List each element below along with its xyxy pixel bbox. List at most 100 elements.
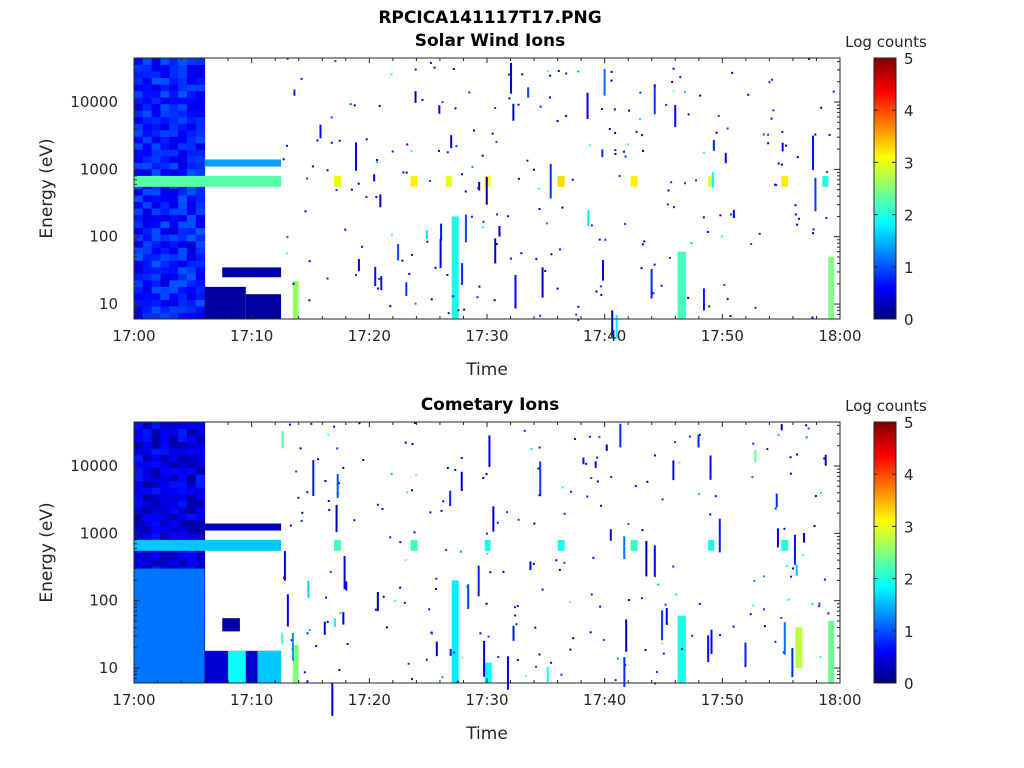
data-speck (290, 639, 293, 642)
spectrogram-cell (134, 221, 144, 229)
spectrogram-cell (134, 532, 144, 540)
data-speck (435, 577, 438, 580)
spectrogram-cell (195, 312, 206, 320)
spectrogram-cell (186, 467, 197, 475)
spectrogram-cell (178, 90, 188, 98)
spectrogram-cell (195, 435, 206, 443)
spectrogram-cell (195, 247, 206, 255)
spectrogram-cell (186, 162, 197, 170)
spectrogram-cell (134, 84, 144, 92)
data-speck (675, 593, 678, 596)
spectrogram-cell (160, 208, 170, 216)
spectrogram-feature (222, 618, 240, 632)
data-speck (774, 640, 777, 643)
spectrogram-cell (186, 253, 197, 261)
data-speck (795, 453, 798, 456)
data-speck (575, 313, 578, 316)
spectrogram-cell (151, 493, 161, 501)
spectrogram-cell (169, 559, 179, 567)
spectrogram-cell (160, 240, 170, 248)
y-tick-label: 1000 (80, 524, 118, 542)
figure-title: RPCICA141117T17.PNG (378, 8, 602, 28)
data-speck (338, 139, 341, 142)
data-speck (768, 81, 771, 84)
spectrogram-cell (195, 136, 206, 144)
spectrogram-cell (195, 552, 206, 560)
spectrogram-cell (151, 299, 161, 307)
spectrogram-feature (204, 286, 246, 319)
spectrogram-cell (169, 84, 179, 92)
spectrogram-cell (134, 480, 144, 488)
spectrogram-cell (151, 519, 161, 527)
data-speck (345, 581, 348, 591)
spectrogram-cell (160, 454, 170, 462)
spectrogram-cell (142, 312, 153, 320)
spectrogram-cell (134, 441, 144, 449)
spectrogram-cell (134, 247, 144, 255)
data-speck (792, 567, 795, 570)
data-speck (483, 640, 486, 677)
spectrogram-cell (160, 168, 170, 176)
data-speck (449, 648, 452, 656)
x-axis-label: Time (465, 360, 508, 380)
spectrogram-cell (186, 506, 197, 514)
spectrogram-feature (451, 216, 459, 319)
spectrogram-cell (186, 110, 197, 118)
data-speck (641, 243, 644, 246)
data-speck (590, 476, 593, 479)
spectrogram-cell (142, 532, 153, 540)
spectrogram-cell (142, 279, 153, 287)
spectrogram-cell (142, 64, 153, 72)
spectrogram-cell (134, 116, 144, 124)
spectrogram-cell (134, 559, 144, 567)
data-speck (376, 158, 379, 161)
data-speck (457, 309, 460, 312)
data-speck (349, 103, 352, 106)
spectrogram-cell (151, 84, 161, 92)
spectrogram-cell (186, 201, 197, 209)
spectrogram-cell (160, 103, 170, 111)
data-speck (726, 127, 729, 130)
spectrogram-cell (178, 116, 188, 124)
spectrogram-cell (186, 149, 197, 157)
spectrogram-cell (195, 532, 206, 540)
spectrogram-cell (186, 208, 197, 216)
spectrogram-cell (178, 227, 188, 235)
spectrogram-cell (134, 461, 144, 469)
spectrogram-cell (169, 279, 179, 287)
data-speck (507, 215, 510, 218)
x-tick-label: 17:50 (701, 327, 744, 345)
spectrogram-cell (169, 90, 179, 98)
spectrogram-cell (142, 168, 153, 176)
data-speck (614, 132, 617, 135)
spectrogram-cell (178, 286, 188, 294)
data-speck (780, 163, 783, 166)
spectrogram-cell (151, 513, 161, 521)
y-axis-label: Energy (eV) (37, 502, 57, 602)
spectrogram-feature (292, 644, 299, 683)
spectrogram-cell (142, 260, 153, 268)
spectrogram-cell (169, 214, 179, 222)
data-speck (538, 208, 541, 211)
spectrogram-cell (134, 299, 144, 307)
data-speck (376, 161, 379, 164)
spectrogram-cell (178, 168, 188, 176)
data-speck (819, 655, 822, 658)
spectrogram-cell (142, 428, 153, 436)
data-speck (405, 171, 408, 174)
data-speck (598, 238, 601, 241)
data-speck (565, 115, 568, 118)
spectrogram-cell (186, 454, 197, 462)
spectrogram-feature (204, 523, 282, 531)
spectrogram-cell (142, 435, 153, 443)
spectrogram-cell (160, 422, 170, 430)
x-tick-label: 17:00 (112, 691, 155, 709)
data-speck (338, 669, 341, 672)
data-speck (762, 575, 765, 578)
data-speck (308, 260, 311, 263)
spectrogram-cell (134, 273, 144, 281)
data-speck (770, 78, 773, 81)
data-speck (672, 206, 675, 209)
spectrogram-feature (445, 175, 452, 187)
spectrogram-feature (781, 539, 789, 551)
